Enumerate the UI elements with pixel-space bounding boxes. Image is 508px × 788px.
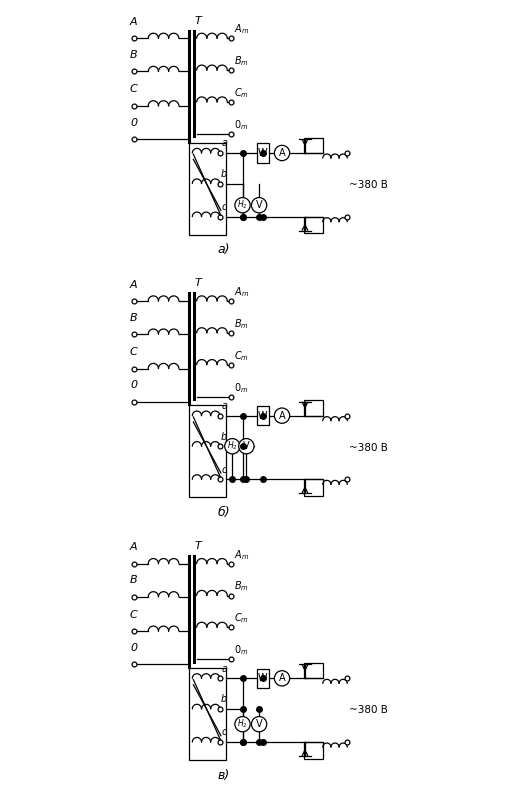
Text: $0_m$: $0_m$ bbox=[234, 643, 249, 657]
Bar bbox=[304, 742, 323, 759]
Text: A: A bbox=[279, 411, 285, 421]
Text: V: V bbox=[256, 719, 263, 729]
Text: $B_m$: $B_m$ bbox=[234, 54, 249, 68]
Text: ~380 В: ~380 В bbox=[350, 443, 388, 452]
Bar bbox=[257, 669, 269, 688]
Text: 0: 0 bbox=[130, 117, 137, 128]
Text: $0_m$: $0_m$ bbox=[234, 118, 249, 132]
Text: a: a bbox=[221, 401, 227, 411]
Text: B: B bbox=[130, 575, 138, 585]
Text: $C_m$: $C_m$ bbox=[234, 86, 249, 100]
Text: B: B bbox=[130, 313, 138, 322]
Circle shape bbox=[274, 145, 290, 161]
Circle shape bbox=[239, 439, 254, 454]
Text: V: V bbox=[243, 441, 249, 452]
Text: $0_m$: $0_m$ bbox=[234, 381, 249, 395]
Text: $H_2$: $H_2$ bbox=[237, 718, 248, 730]
Text: b: b bbox=[221, 169, 228, 179]
Text: а): а) bbox=[217, 243, 230, 256]
Text: $C_m$: $C_m$ bbox=[234, 349, 249, 362]
Text: W: W bbox=[258, 148, 268, 158]
Bar bbox=[257, 143, 269, 162]
Bar bbox=[189, 143, 226, 235]
Circle shape bbox=[274, 408, 290, 423]
Text: $B_m$: $B_m$ bbox=[234, 580, 249, 593]
Circle shape bbox=[235, 716, 250, 732]
Text: A: A bbox=[130, 280, 138, 289]
Bar bbox=[304, 663, 323, 678]
Text: W: W bbox=[258, 673, 268, 683]
Bar bbox=[304, 138, 323, 153]
Circle shape bbox=[251, 716, 267, 732]
Circle shape bbox=[235, 198, 250, 213]
Bar bbox=[304, 479, 323, 496]
Text: $A_m$: $A_m$ bbox=[234, 285, 249, 299]
Text: $A_m$: $A_m$ bbox=[234, 23, 249, 36]
Text: $B_m$: $B_m$ bbox=[234, 317, 249, 331]
Text: T: T bbox=[195, 278, 202, 288]
Text: B: B bbox=[130, 50, 138, 60]
Text: V: V bbox=[256, 200, 263, 210]
Text: ~380 В: ~380 В bbox=[350, 180, 388, 190]
Text: в): в) bbox=[217, 768, 230, 782]
Text: T: T bbox=[195, 16, 202, 25]
Circle shape bbox=[225, 439, 240, 454]
Text: A: A bbox=[279, 673, 285, 683]
Text: C: C bbox=[130, 610, 138, 619]
Text: $A_m$: $A_m$ bbox=[234, 548, 249, 562]
Text: a: a bbox=[221, 139, 227, 148]
Bar bbox=[304, 217, 323, 233]
Text: a: a bbox=[221, 663, 227, 674]
Bar bbox=[304, 400, 323, 415]
Text: c: c bbox=[221, 202, 227, 212]
Text: 0: 0 bbox=[130, 380, 137, 390]
Text: b: b bbox=[221, 432, 228, 441]
Text: A: A bbox=[130, 17, 138, 27]
Text: A: A bbox=[279, 148, 285, 158]
Text: c: c bbox=[221, 465, 227, 474]
Bar bbox=[189, 668, 226, 760]
Bar bbox=[189, 406, 226, 497]
Bar bbox=[257, 406, 269, 426]
Circle shape bbox=[251, 198, 267, 213]
Text: б): б) bbox=[217, 506, 230, 519]
Text: A: A bbox=[130, 542, 138, 552]
Text: 0: 0 bbox=[130, 643, 137, 652]
Text: T: T bbox=[195, 541, 202, 551]
Text: $H_2$: $H_2$ bbox=[237, 199, 248, 211]
Text: W: W bbox=[258, 411, 268, 421]
Text: C: C bbox=[130, 84, 138, 95]
Text: C: C bbox=[130, 347, 138, 357]
Text: $H_2$: $H_2$ bbox=[227, 440, 238, 452]
Text: b: b bbox=[221, 694, 228, 704]
Text: $C_m$: $C_m$ bbox=[234, 611, 249, 626]
Text: ~380 В: ~380 В bbox=[350, 705, 388, 716]
Text: c: c bbox=[221, 727, 227, 738]
Circle shape bbox=[274, 671, 290, 686]
